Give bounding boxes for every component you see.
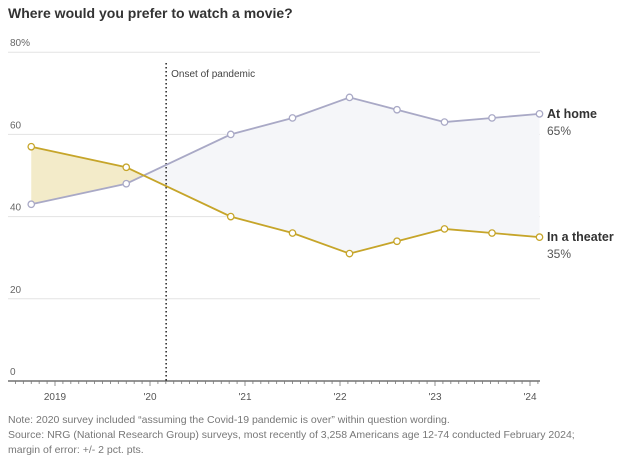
- x-tick-label: '22: [333, 392, 346, 403]
- x-tick-label: '23: [428, 392, 441, 403]
- theater-point: [345, 249, 354, 258]
- theater-point: [440, 225, 449, 233]
- home-point: [440, 118, 449, 126]
- x-tick-label: '21: [238, 392, 251, 403]
- home-point: [226, 130, 235, 139]
- y-tick-label: 80%: [10, 38, 30, 49]
- home-ahead-area: [143, 97, 540, 254]
- theater-point: [393, 237, 401, 246]
- source-text: Source: NRG (National Research Group) su…: [8, 429, 575, 441]
- chart-title: Where would you prefer to watch a movie?: [8, 5, 293, 21]
- home-point: [488, 114, 496, 122]
- theater-ahead-area: [31, 146, 144, 205]
- home-point: [288, 114, 297, 122]
- y-tick-label: 40: [10, 203, 22, 214]
- home-point: [27, 200, 36, 209]
- theater-point: [27, 142, 36, 151]
- margin-text: margin of error: +/- 2 pct. pts.: [8, 444, 144, 456]
- line-chart: 0 20 40 60 80% 2019 '20 '21 '22 '23 '24 Onset of pa…: [8, 38, 614, 403]
- theater-end-value: 35%: [547, 247, 571, 261]
- y-tick-label: 0: [10, 367, 16, 378]
- home-end-value: 65%: [547, 124, 571, 138]
- theater-point: [488, 229, 496, 237]
- theater-point: [122, 163, 131, 172]
- home-point: [345, 93, 354, 102]
- y-tick-label: 20: [10, 285, 22, 296]
- theater-point: [226, 212, 235, 221]
- home-point: [535, 110, 544, 118]
- note-text: Note: 2020 survey included “assuming the…: [8, 414, 450, 426]
- theater-point: [535, 233, 544, 241]
- x-tick-label: '24: [523, 392, 536, 403]
- x-tick-label: '20: [143, 392, 156, 403]
- pandemic-annotation: Onset of pandemic: [171, 69, 255, 80]
- theater-series-label: In a theater: [547, 230, 614, 244]
- theater-point: [288, 229, 297, 237]
- home-series-label: At home: [547, 107, 597, 121]
- x-tick-label: 2019: [44, 392, 67, 403]
- home-point: [393, 105, 401, 114]
- y-tick-label: 60: [10, 120, 22, 131]
- home-point: [122, 179, 131, 188]
